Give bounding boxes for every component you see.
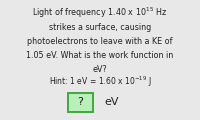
Text: photoelectrons to leave with a KE of: photoelectrons to leave with a KE of	[27, 37, 173, 46]
Text: eV: eV	[104, 97, 119, 107]
Text: Light of frequency 1.40 x 10$^{15}$ Hz: Light of frequency 1.40 x 10$^{15}$ Hz	[32, 5, 168, 20]
Text: Hint: 1 eV = 1.60 x 10$^{-19}$ J: Hint: 1 eV = 1.60 x 10$^{-19}$ J	[49, 75, 151, 89]
Text: 1.05 eV. What is the work function in: 1.05 eV. What is the work function in	[26, 51, 174, 60]
Text: eV?: eV?	[93, 65, 107, 74]
Text: ?: ?	[77, 97, 83, 107]
Text: strikes a surface, causing: strikes a surface, causing	[49, 23, 151, 31]
FancyBboxPatch shape	[68, 93, 92, 112]
